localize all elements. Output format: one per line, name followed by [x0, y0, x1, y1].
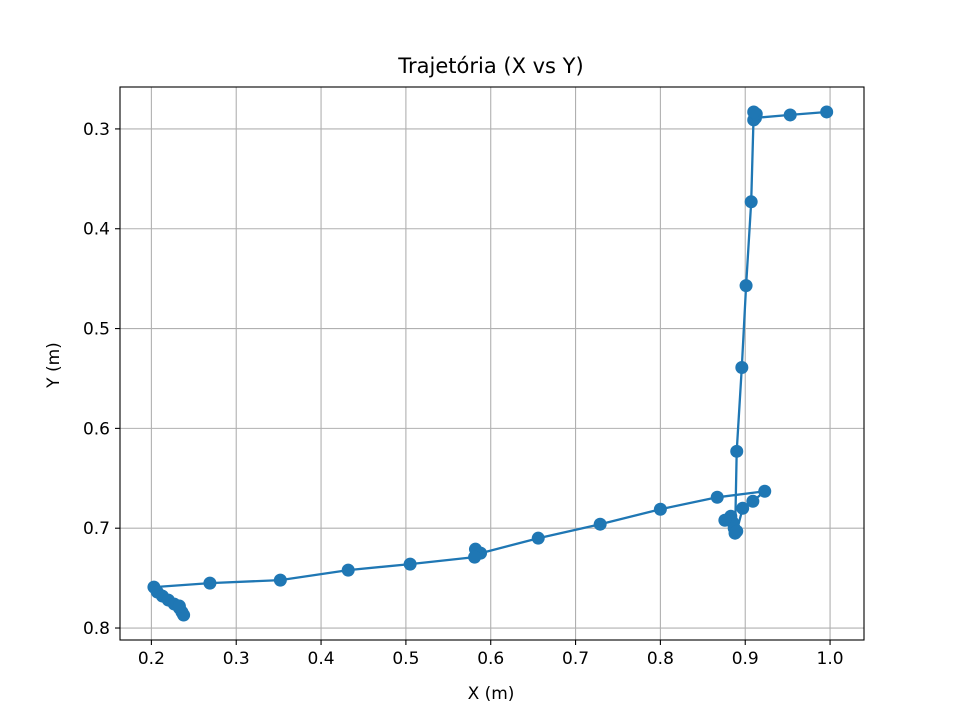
x-tick-label: 0.6	[477, 649, 504, 669]
y-tick-label: 0.4	[83, 220, 110, 240]
data-point	[746, 494, 760, 508]
data-point	[710, 490, 724, 504]
y-tick-label: 0.6	[83, 419, 110, 439]
data-point	[203, 576, 217, 590]
series-layer	[147, 105, 834, 622]
data-point	[341, 563, 355, 577]
data-point	[403, 557, 417, 571]
data-point	[736, 501, 750, 515]
data-point	[730, 444, 744, 458]
ticks: 0.2 0.3 0.4 0.5 0.6 0.7 0.8 0.9 1.0 0.3 0.4 0.5 0.6 0…	[83, 120, 844, 669]
data-point	[739, 279, 753, 293]
data-point	[172, 599, 186, 613]
x-tick-label: 0.7	[562, 649, 589, 669]
data-point	[758, 484, 772, 498]
x-tick-label: 1.0	[817, 649, 844, 669]
chart-title: Trajetória (X vs Y)	[397, 54, 583, 78]
data-point	[273, 573, 287, 587]
y-tick-label: 0.3	[83, 120, 110, 140]
y-tick-label: 0.7	[83, 519, 110, 539]
y-tick-label: 0.8	[83, 619, 110, 639]
x-tick-label: 0.4	[308, 649, 335, 669]
data-point	[820, 105, 834, 119]
data-point	[747, 105, 761, 119]
data-point	[730, 524, 744, 538]
data-point	[531, 531, 545, 545]
y-axis-label: Y (m)	[44, 342, 64, 389]
y-tick-label: 0.5	[83, 320, 110, 340]
plot-frame	[119, 86, 865, 641]
x-tick-label: 0.5	[392, 649, 419, 669]
x-tick-label: 0.8	[647, 649, 674, 669]
data-point	[744, 195, 758, 209]
data-point	[783, 108, 797, 122]
x-tick-label: 0.9	[732, 649, 759, 669]
data-point	[735, 360, 749, 374]
x-tick-label: 0.3	[223, 649, 250, 669]
x-axis-label: X (m)	[468, 684, 515, 704]
data-point	[718, 513, 732, 527]
data-point	[468, 550, 482, 564]
x-tick-label: 0.2	[138, 649, 165, 669]
data-point	[593, 517, 607, 531]
data-point	[653, 502, 667, 516]
